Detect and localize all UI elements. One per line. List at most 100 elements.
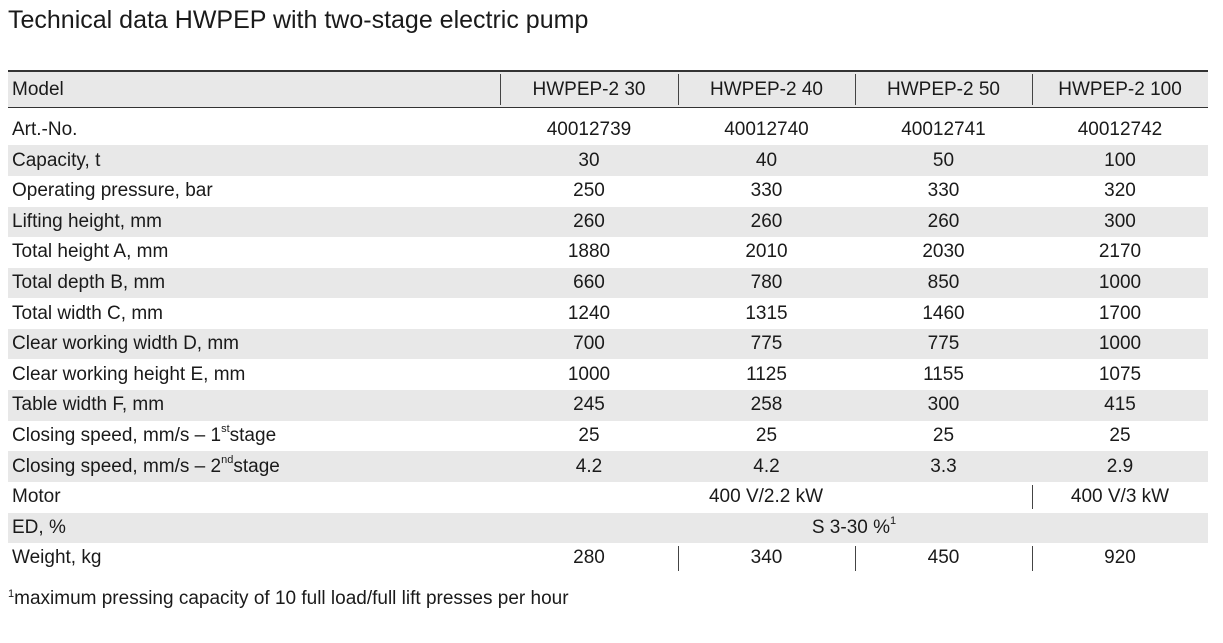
cell-text: 1000 xyxy=(567,363,611,385)
row-label-text: Operating pressure, bar xyxy=(12,180,213,202)
header-cell: HWPEP-2 100 xyxy=(1032,72,1208,107)
cell-text: 660 xyxy=(573,271,605,293)
data-cell: 30 xyxy=(500,145,678,176)
data-cell: 40012741 xyxy=(855,115,1032,146)
data-cell: 920 xyxy=(1032,543,1208,574)
cell-text: 1155 xyxy=(923,363,964,385)
header-cell: HWPEP-2 30 xyxy=(500,72,678,107)
row-label-text: Closing speed, mm/s – 1 xyxy=(12,424,222,446)
cell-text: 1700 xyxy=(1098,302,1142,324)
title: Technical data HWPEP with two-stage elec… xyxy=(8,6,589,34)
data-cell: 40 xyxy=(678,145,855,176)
data-cell: 25 xyxy=(678,421,855,452)
row-label: Art.-No. xyxy=(12,115,498,146)
cell-text: 1880 xyxy=(567,241,611,263)
data-cell: 450 xyxy=(855,543,1032,574)
row-label-text-sup: nd xyxy=(221,453,234,466)
cell-text: 1240 xyxy=(567,302,611,324)
cell-text: 330 xyxy=(750,180,783,202)
header-cell: HWPEP-2 50 xyxy=(855,72,1032,107)
data-cell: 100 xyxy=(1032,145,1208,176)
data-cell: 775 xyxy=(855,329,1032,360)
row-label-text: ED, % xyxy=(12,516,66,538)
cell-text: 40012741 xyxy=(901,118,986,140)
cell-text: 260 xyxy=(573,210,605,232)
data-cell: 660 xyxy=(500,268,678,299)
cell-text: 4.2 xyxy=(753,455,780,477)
footnote-text: maximum pressing capacity of 10 full loa… xyxy=(14,588,569,609)
table-row: Total height A, mm 1880 2010 2030 2170 xyxy=(8,237,1208,268)
column-divider xyxy=(1032,74,1033,105)
data-cell: 330 xyxy=(855,176,1032,207)
row-label: Lifting height, mm xyxy=(12,207,498,238)
cell-text: 30 xyxy=(578,149,600,171)
row-label: Clear working height E, mm xyxy=(12,360,498,391)
column-divider xyxy=(678,74,679,105)
row-label: Total depth B, mm xyxy=(12,268,498,299)
data-cell: 415 xyxy=(1032,390,1208,421)
data-cell: 25 xyxy=(500,421,678,452)
header-text: HWPEP-2 100 xyxy=(1058,78,1182,100)
cell-text: 280 xyxy=(573,547,605,569)
data-cell: 40012740 xyxy=(678,115,855,146)
data-cell: 50 xyxy=(855,145,1032,176)
data-cell: 330 xyxy=(678,176,855,207)
row-label-text: Capacity, t xyxy=(12,149,101,171)
column-divider xyxy=(1032,546,1033,571)
cell-text: 25 xyxy=(932,424,955,446)
data-cell: 4.2 xyxy=(500,451,678,482)
row-label-text: Total width C, mm xyxy=(12,302,163,324)
row-label: Clear working width D, mm xyxy=(12,329,498,360)
cell-text: 25 xyxy=(578,424,600,446)
row-label-text: Table width F, mm xyxy=(12,394,165,416)
column-divider xyxy=(855,74,856,105)
data-cell: 2170 xyxy=(1032,237,1208,268)
cell-text: 245 xyxy=(573,394,605,416)
data-cell: 1075 xyxy=(1032,360,1208,391)
cell-text: 330 xyxy=(927,180,960,202)
data-cell: 245 xyxy=(500,390,678,421)
data-cell: 4.2 xyxy=(678,451,855,482)
cell-text: 400 V/3 kW xyxy=(1070,486,1170,508)
cell-text: 258 xyxy=(750,394,783,416)
cell-text: 50 xyxy=(932,149,955,171)
data-cell: 40012739 xyxy=(500,115,678,146)
cell-text: 25 xyxy=(1109,424,1131,446)
row-label: Capacity, t xyxy=(12,145,498,176)
cell-text: 1000 xyxy=(1098,271,1142,293)
data-cell: 1315 xyxy=(678,298,855,329)
cell-text: 415 xyxy=(1104,394,1136,416)
header-cell: Model xyxy=(12,72,500,107)
data-cell: 850 xyxy=(855,268,1032,299)
data-cell: 280 xyxy=(500,543,678,574)
data-cell: 260 xyxy=(855,207,1032,238)
data-cell: S 3-30 % 1 xyxy=(500,513,1208,544)
cell-text: 250 xyxy=(573,180,605,202)
cell-text: 260 xyxy=(927,210,960,232)
data-cell: 1240 xyxy=(500,298,678,329)
row-label: Table width F, mm xyxy=(12,390,498,421)
table-row: Capacity, t 30 40 50 100 xyxy=(8,145,1208,176)
cell-text: 2010 xyxy=(745,241,788,263)
table-row: Clear working width D, mm 700 775 775 1000 xyxy=(8,328,1208,360)
data-cell: 25 xyxy=(855,421,1032,452)
table-row: Table width F, mm 245 258 300 415 xyxy=(8,390,1208,421)
row-label-text: Weight, kg xyxy=(12,547,102,569)
cell-text: 775 xyxy=(750,333,783,355)
data-cell: 258 xyxy=(678,390,855,421)
data-cell: 250 xyxy=(500,176,678,207)
cell-text: 700 xyxy=(573,333,605,355)
table-row: Clear working height E, mm 1000 1125 1155 10… xyxy=(8,360,1208,391)
column-divider xyxy=(500,74,501,105)
cell-text: 775 xyxy=(927,333,960,355)
cell-text: 450 xyxy=(927,547,960,569)
row-label-text: Total height A, mm xyxy=(12,241,169,263)
cell-text: 920 xyxy=(1104,547,1136,569)
row-label-text: Clear working width D, mm xyxy=(12,333,239,355)
cell-text: 1460 xyxy=(922,302,965,324)
column-divider xyxy=(855,546,856,571)
